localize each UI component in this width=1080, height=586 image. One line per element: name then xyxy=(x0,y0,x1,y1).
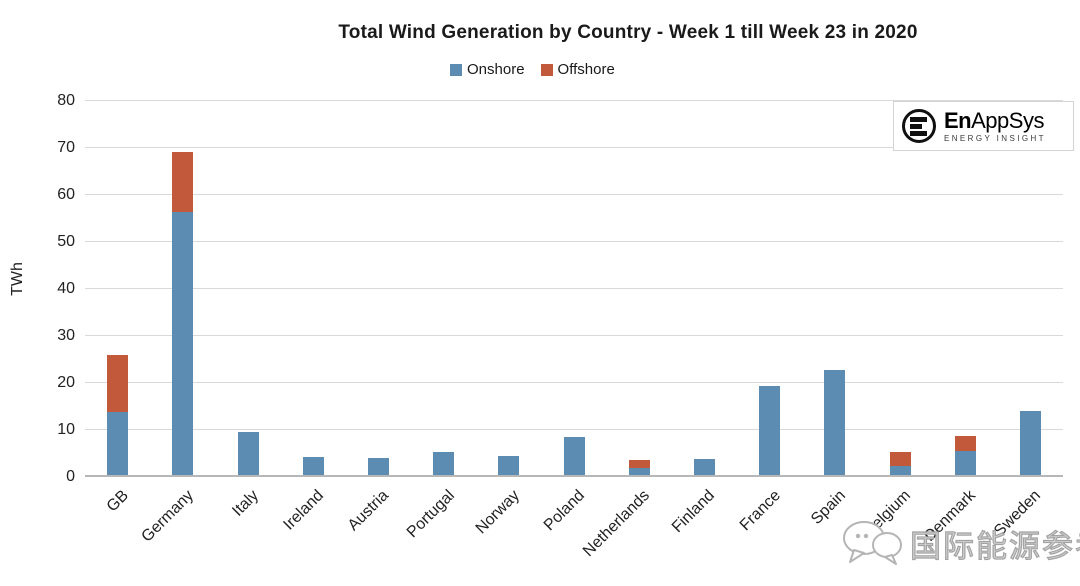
y-tick-label-10: 10 xyxy=(57,421,75,438)
logo-brand-name: EnAppSys xyxy=(944,107,1044,133)
gridline-50 xyxy=(85,241,1063,242)
onshore-swatch-icon xyxy=(450,63,462,76)
y-tick-label-30: 30 xyxy=(57,327,75,344)
bar-offshore-germany xyxy=(172,152,194,212)
gridline-0 xyxy=(85,475,1063,477)
y-tick-label-0: 0 xyxy=(66,468,75,485)
bar-onshore-germany xyxy=(172,211,194,475)
enappsys-logo: EnAppSys ENERGY INSIGHT xyxy=(893,101,1074,151)
bar-onshore-denmark xyxy=(954,450,976,475)
bar-onshore-italy xyxy=(237,431,259,475)
y-tick-label-40: 40 xyxy=(57,280,75,297)
legend: Onshore Offshore xyxy=(450,61,615,78)
bar-onshore-norway xyxy=(498,455,520,475)
bar-offshore-belgium xyxy=(889,451,911,467)
bar-offshore-gb xyxy=(107,354,129,413)
gridline-10 xyxy=(85,429,1063,430)
bar-onshore-poland xyxy=(563,437,585,475)
bar-onshore-netherlands xyxy=(628,467,650,475)
legend-item-onshore: Onshore xyxy=(450,61,525,78)
logo-tagline: ENERGY INSIGHT xyxy=(944,133,1046,143)
bar-onshore-belgium xyxy=(889,466,911,475)
y-axis-title: TWh xyxy=(9,262,26,296)
gridline-60 xyxy=(85,194,1063,195)
bar-onshore-portugal xyxy=(433,451,455,475)
plot-area xyxy=(85,100,1063,477)
y-tick-label-70: 70 xyxy=(57,139,75,156)
gridline-70 xyxy=(85,147,1063,148)
y-tick-label-50: 50 xyxy=(57,233,75,250)
legend-label-offshore: Offshore xyxy=(557,61,615,78)
chat-bubbles-icon xyxy=(843,521,902,565)
gridline-40 xyxy=(85,288,1063,289)
bar-onshore-france xyxy=(759,386,781,475)
bar-offshore-denmark xyxy=(954,435,976,451)
offshore-swatch-icon xyxy=(540,63,553,76)
y-tick-label-60: 60 xyxy=(57,186,75,203)
gridline-30 xyxy=(85,335,1063,336)
bar-onshore-sweden xyxy=(1019,411,1041,475)
watermark: 国际能源参考 xyxy=(842,518,1080,568)
bar-onshore-spain xyxy=(824,369,846,475)
legend-label-onshore: Onshore xyxy=(467,61,525,78)
bar-offshore-netherlands xyxy=(628,460,650,468)
gridline-80 xyxy=(85,100,1063,101)
y-tick-label-20: 20 xyxy=(57,374,75,391)
enappsys-logo-icon xyxy=(902,109,936,143)
watermark-text: 国际能源参考 xyxy=(909,528,1080,564)
gridline-20 xyxy=(85,382,1063,383)
bar-onshore-gb xyxy=(107,412,129,475)
bar-onshore-finland xyxy=(693,458,715,475)
chart-title: Total Wind Generation by Country - Week … xyxy=(338,22,918,43)
legend-item-offshore: Offshore xyxy=(540,61,615,78)
y-tick-label-80: 80 xyxy=(57,92,75,109)
bar-onshore-ireland xyxy=(302,457,324,475)
bar-onshore-austria xyxy=(367,458,389,475)
